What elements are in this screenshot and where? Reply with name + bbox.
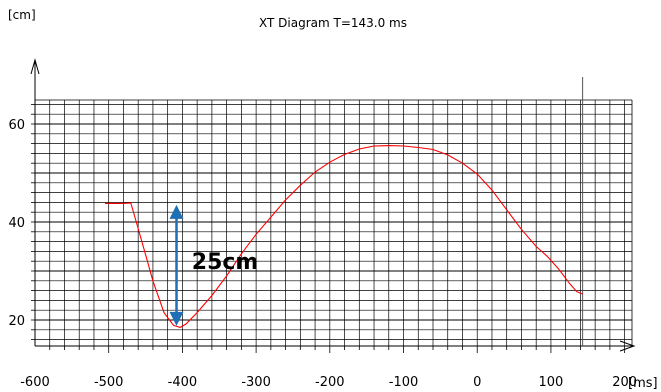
y-axis-arrowhead bbox=[30, 58, 40, 75]
x-tick-label: 200 bbox=[612, 375, 637, 390]
chart-title: XT Diagram T=143.0 ms bbox=[259, 16, 407, 30]
series-layer bbox=[105, 145, 583, 328]
y-unit-label: [cm] bbox=[8, 8, 36, 22]
x-tick-label: 0 bbox=[473, 375, 481, 390]
x-tick-label: -200 bbox=[315, 375, 345, 390]
x-tick-label: -300 bbox=[241, 375, 271, 390]
x-tick-label: -600 bbox=[20, 375, 50, 390]
y-tick-label: 20 bbox=[8, 314, 25, 329]
x-tick-label: 100 bbox=[539, 375, 564, 390]
x-tick-label: -100 bbox=[389, 375, 419, 390]
y-tick-label: 40 bbox=[8, 216, 25, 231]
x-tick-label: -400 bbox=[168, 375, 198, 390]
y-tick-label: 60 bbox=[8, 118, 25, 133]
x-unit-label: [ms] bbox=[628, 376, 658, 391]
annotation-label: 25cm bbox=[192, 250, 259, 275]
annotation-arrowhead-bottom bbox=[169, 311, 184, 326]
grid bbox=[35, 99, 633, 346]
annotation-layer: 25cm bbox=[169, 204, 259, 326]
ticks: -600 -500 -400 -300 -200 -100 0 100 200 20 40 60 bbox=[8, 104, 637, 390]
axes bbox=[30, 58, 636, 352]
annotation-arrowhead-top bbox=[169, 204, 184, 219]
series-line bbox=[105, 145, 583, 328]
x-tick-label: -500 bbox=[94, 375, 124, 390]
